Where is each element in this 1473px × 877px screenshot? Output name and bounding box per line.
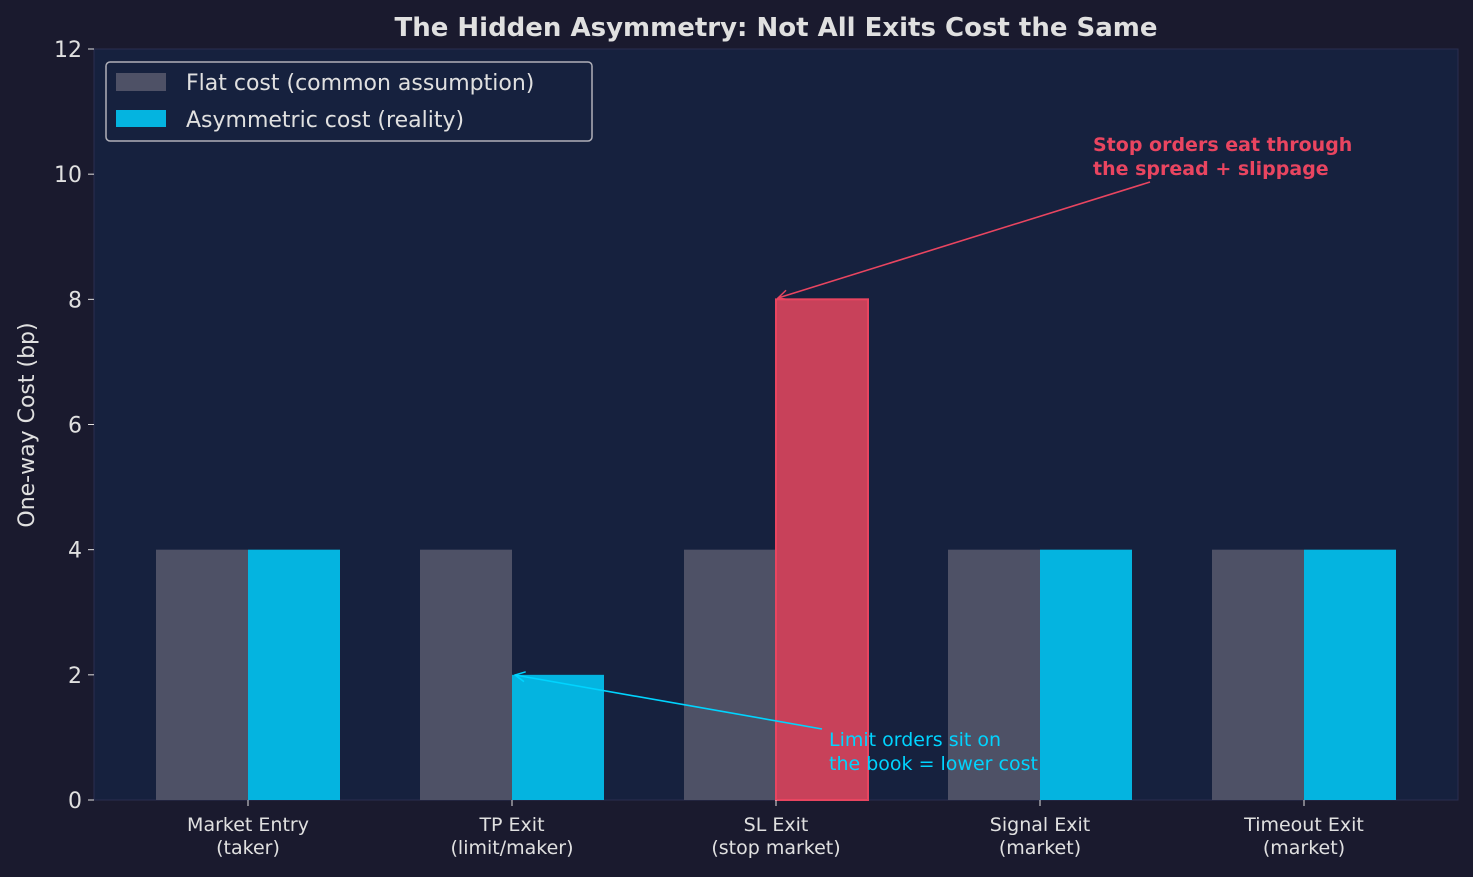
legend-label-flat: Flat cost (common assumption): [186, 71, 534, 96]
legend-swatch-asymmetric: [116, 110, 166, 127]
x-tick-label: Market Entry: [187, 814, 309, 836]
y-tick-label: 8: [68, 288, 82, 313]
y-tick-label: 12: [54, 38, 82, 63]
bar-flat-1: [420, 549, 512, 800]
annotation-arrow: [778, 181, 1151, 298]
bar-flat-4: [1212, 549, 1304, 800]
bar-flat-2: [684, 549, 776, 800]
bar-flat-0: [156, 549, 248, 800]
chart-title: The Hidden Asymmetry: Not All Exits Cost…: [394, 13, 1157, 43]
bar-flat-3: [948, 549, 1040, 800]
x-tick-label: TP Exit: [478, 814, 544, 836]
annotation-text: Stop orders eat through: [1093, 134, 1352, 156]
x-tick-label: Timeout Exit: [1243, 814, 1364, 836]
y-tick-label: 4: [68, 539, 82, 564]
x-tick-label: (stop market): [711, 837, 840, 859]
legend: Flat cost (common assumption) Asymmetric…: [105, 61, 593, 142]
legend-swatch-flat: [116, 73, 166, 91]
x-tick-label: (market): [1263, 837, 1345, 859]
annotation-arrow: [515, 675, 823, 730]
bar-asymmetric-0: [248, 549, 340, 800]
annotation-text: the spread + slippage: [1093, 158, 1329, 180]
y-tick-label: 6: [68, 414, 82, 439]
legend-label-asymmetric: Asymmetric cost (reality): [186, 108, 464, 133]
y-axis-label: One-way Cost (bp): [15, 322, 40, 527]
bar-asymmetric-4: [1304, 549, 1396, 800]
x-tick-label: (limit/maker): [451, 837, 574, 859]
x-tick-label: (taker): [216, 837, 280, 859]
x-tick-label: (market): [999, 837, 1081, 859]
x-tick-label: SL Exit: [744, 814, 809, 836]
bar-asymmetric-3: [1040, 549, 1132, 800]
bar-asymmetric-2: [775, 298, 869, 801]
bar-asymmetric-1: [512, 674, 604, 800]
y-tick-label: 0: [68, 789, 82, 814]
x-tick-label: Signal Exit: [990, 814, 1090, 836]
annotation-text: the book = lower cost: [829, 753, 1038, 775]
annotation-text: Limit orders sit on: [829, 729, 1001, 751]
y-tick-label: 10: [54, 163, 82, 188]
y-tick-label: 2: [68, 664, 82, 689]
